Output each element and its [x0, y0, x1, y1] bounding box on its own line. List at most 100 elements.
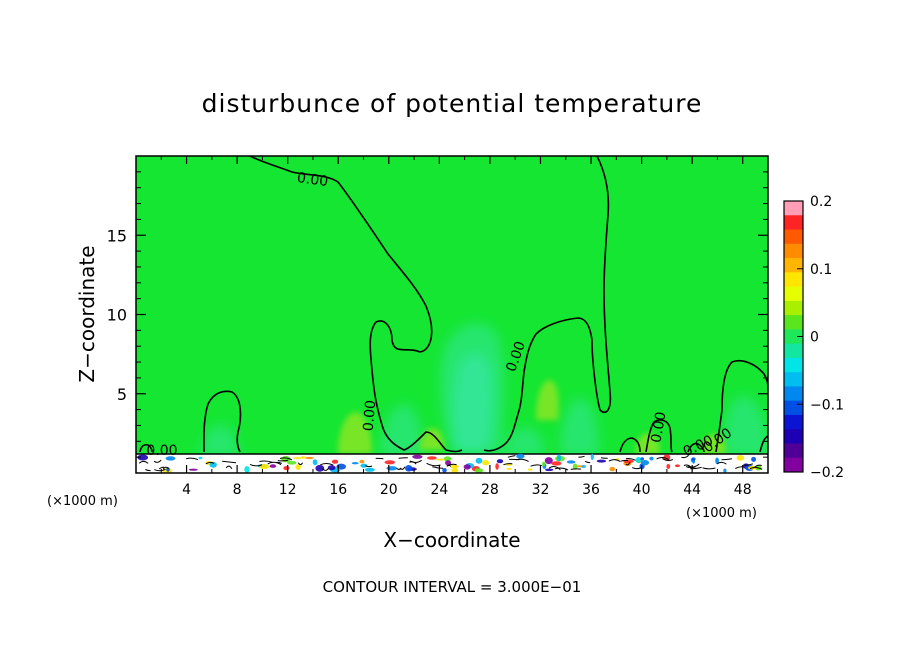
surface-blob — [300, 456, 306, 459]
surface-blob — [635, 456, 642, 464]
positive-region-3 — [420, 428, 444, 450]
surface-blob — [386, 466, 398, 471]
surface-contour — [222, 460, 237, 464]
surface-contour — [681, 455, 689, 459]
surface-contour — [625, 458, 636, 461]
surface-contour — [259, 460, 273, 463]
negative-region-mid2 — [504, 427, 546, 456]
surface-contour — [554, 467, 569, 471]
contour-label: 0.00 — [361, 399, 380, 431]
surface-blob — [259, 463, 270, 470]
surface-contour — [446, 463, 457, 467]
y-tick-label: 5 — [117, 385, 127, 404]
x-tick-label: 12 — [279, 482, 297, 498]
surface-contour — [515, 458, 529, 462]
surface-blob — [450, 464, 459, 469]
surface-contour — [656, 456, 669, 461]
contour-tiny-3 — [139, 443, 153, 453]
surface-contour — [548, 466, 561, 471]
surface-blob — [293, 457, 302, 459]
y-tick-label: 10 — [107, 306, 127, 325]
negative-region-right — [560, 398, 599, 456]
x-tick-label: 24 — [430, 482, 448, 498]
surface-layer — [136, 453, 768, 473]
surface-contour — [625, 461, 631, 466]
surface-blob — [527, 468, 533, 471]
surface-blob — [188, 468, 198, 471]
positive-region-5 — [702, 434, 726, 454]
x-axis-label: X−coordinate — [383, 528, 520, 552]
colorbar-swatch — [784, 258, 803, 273]
surface-squiggles — [138, 455, 763, 472]
colorbar-swatch — [784, 329, 803, 345]
surface-blob — [474, 468, 484, 473]
x-tick-label: 44 — [683, 482, 701, 498]
colorbar-swatch — [784, 400, 803, 416]
surface-blob — [327, 465, 336, 471]
surface-blob — [360, 463, 368, 468]
surface-contour — [584, 460, 591, 464]
surface-blob — [443, 456, 452, 462]
x-unit-right: (×1000 m) — [686, 506, 757, 521]
colorbar-tick-label: −0.2 — [810, 465, 844, 481]
colorbar-swatch — [784, 386, 803, 402]
positive-region-1 — [338, 412, 372, 454]
surface-blob — [359, 459, 365, 464]
surface-blob — [506, 467, 512, 470]
surface-blob — [315, 464, 325, 472]
contour-right-loop — [715, 359, 768, 453]
surface-contour — [432, 466, 444, 469]
colorbar-swatch — [784, 372, 803, 387]
surface-blob — [572, 463, 578, 470]
surface-contour — [322, 467, 330, 471]
x-tick-label: 40 — [633, 482, 651, 498]
negative-region-far-right — [723, 395, 768, 456]
x-tick-label: 32 — [532, 482, 550, 498]
surface-blob — [312, 459, 318, 466]
colorbar-swatch — [784, 300, 803, 316]
surface-blob — [451, 467, 459, 473]
y-axis-label: Z−coordinate — [75, 245, 99, 382]
surface-blob — [198, 456, 203, 460]
surface-contour — [162, 466, 170, 470]
contour-tiny-1 — [619, 437, 641, 453]
colorbar-swatch — [784, 414, 803, 430]
surface-blob — [623, 459, 634, 464]
surface-blob — [364, 467, 375, 472]
surface-contour — [267, 461, 282, 466]
colorbar-tick-label: 0.1 — [810, 262, 832, 278]
colorbar-swatch — [784, 429, 803, 444]
colorbar-swatch — [784, 286, 803, 302]
surface-blob — [556, 454, 562, 462]
contour-label: 0.00 — [648, 411, 669, 444]
surface-blob — [545, 468, 554, 472]
surface-contour — [365, 465, 373, 468]
surface-contour — [225, 465, 233, 470]
surface-blob — [544, 457, 553, 465]
surface-contour — [749, 466, 763, 470]
surface-blob — [475, 457, 483, 464]
surface-contour — [153, 459, 162, 463]
surface-blob — [351, 462, 359, 465]
surface-contour — [185, 457, 199, 461]
contour-large-plume — [249, 156, 463, 453]
colorbar-tick-label: −0.1 — [810, 397, 844, 413]
surface-contour — [716, 461, 727, 465]
plot-area: 0.00 0.00 0.00 0.00 0.00 0.00 0.00 — [136, 156, 768, 473]
surface-contour — [158, 466, 165, 470]
surface-blob — [640, 457, 644, 461]
surface-contour — [744, 463, 754, 466]
surface-contour — [578, 455, 585, 458]
surface-contour — [399, 466, 406, 470]
x-unit-left: (×1000 m) — [47, 494, 118, 509]
surface-contour — [138, 460, 149, 464]
surface-blob — [596, 459, 607, 463]
zero-contours — [139, 156, 768, 453]
x-tick-label: 8 — [233, 482, 242, 498]
y-axis: 5 10 15 — [107, 171, 768, 458]
surface-contour — [662, 457, 674, 461]
surface-blob — [331, 459, 339, 464]
surface-blob — [405, 465, 413, 472]
surface-contour — [503, 463, 513, 466]
x-tick-label: 20 — [380, 482, 398, 498]
